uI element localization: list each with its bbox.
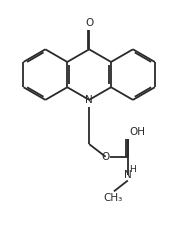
Text: OH: OH — [130, 127, 146, 137]
Text: N: N — [124, 170, 132, 180]
Text: O: O — [85, 18, 93, 28]
Text: N: N — [85, 95, 93, 105]
Text: CH₃: CH₃ — [103, 193, 122, 203]
Text: O: O — [102, 152, 110, 162]
Text: H: H — [129, 165, 136, 174]
